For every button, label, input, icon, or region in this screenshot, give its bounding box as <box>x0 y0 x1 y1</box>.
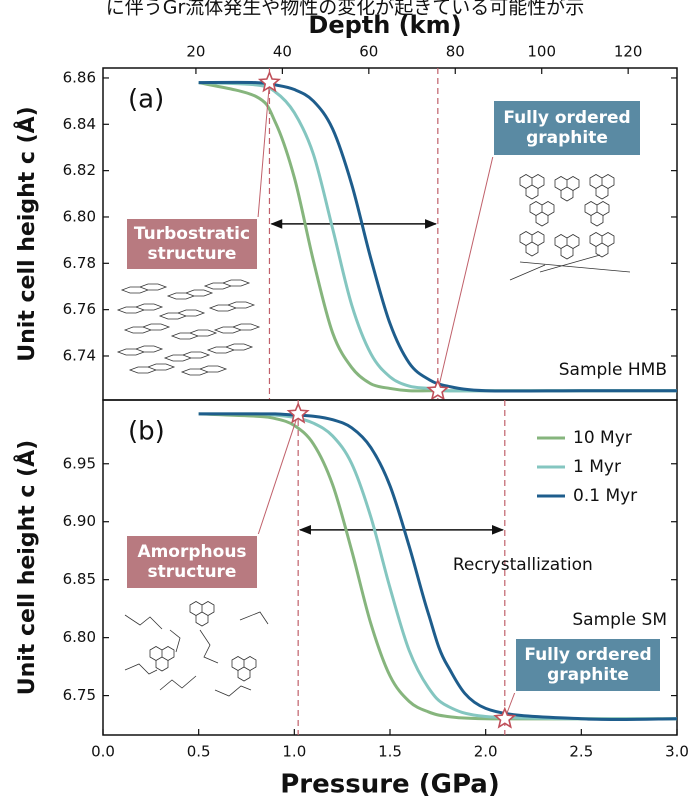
x2-tick-label: 40 <box>273 43 292 61</box>
x-tick-label: 2.0 <box>474 743 498 761</box>
legend-label: 10 Myr <box>573 428 632 448</box>
y-axis-label: Unit cell height c (Å) <box>14 106 40 362</box>
panel-label: (a) <box>128 85 164 115</box>
x-tick-label: 2.5 <box>569 743 593 761</box>
graphite-sketch-a <box>510 175 630 281</box>
x2-axis-label: Depth (km) <box>308 11 461 39</box>
structure-label: Turbostratic <box>134 224 250 244</box>
legend-label: 1 Myr <box>573 457 621 477</box>
y-tick-label: 6.76 <box>63 300 96 318</box>
x-tick-label: 3.0 <box>665 743 689 761</box>
structure-label: Amorphous <box>137 542 246 562</box>
connector <box>258 414 298 535</box>
figure: に伴うGr流体発生や物性の変化が起きている可能性が示 6.746.766.786… <box>0 0 691 800</box>
panel-label: (b) <box>128 417 165 447</box>
x2-tick-label: 60 <box>359 43 378 61</box>
structure-label: structure <box>148 244 237 264</box>
x-tick-label: 1.0 <box>282 743 306 761</box>
structure-label: Fully ordered <box>524 645 651 665</box>
x2-tick-label: 100 <box>527 43 556 61</box>
x2-tick-label: 80 <box>446 43 465 61</box>
y-tick-label: 6.85 <box>63 570 96 588</box>
y-tick-label: 6.82 <box>63 161 96 179</box>
sample-label: Sample HMB <box>559 360 667 380</box>
y-tick-label: 6.84 <box>63 115 96 133</box>
x-tick-label: 1.5 <box>378 743 402 761</box>
connector <box>438 156 493 391</box>
star-marker <box>260 73 279 91</box>
y-tick-label: 6.78 <box>63 254 96 272</box>
sample-label: Sample SM <box>572 610 667 630</box>
y-tick-label: 6.95 <box>63 454 96 472</box>
star-marker <box>428 381 447 399</box>
span-text: Recrystallization <box>453 555 593 575</box>
y-tick-label: 6.90 <box>63 512 96 530</box>
structure-label: Fully ordered <box>503 108 630 128</box>
y-tick-label: 6.74 <box>63 346 96 364</box>
structure-label: graphite <box>526 128 608 148</box>
amorphous-sketch <box>125 602 268 697</box>
y-tick-label: 6.80 <box>63 628 96 646</box>
x-tick-label: 0.5 <box>187 743 211 761</box>
x2-tick-label: 120 <box>614 43 643 61</box>
x-axis-label: Pressure (GPa) <box>280 770 500 800</box>
y-tick-label: 6.80 <box>63 207 96 225</box>
y-axis-label: Unit cell height c (Å) <box>14 440 40 696</box>
turbostratic-sketch <box>118 280 259 375</box>
x-tick-label: 0.0 <box>91 743 115 761</box>
structure-label: graphite <box>547 665 629 685</box>
x2-tick-label: 20 <box>186 43 205 61</box>
structure-label: structure <box>148 562 237 582</box>
legend-label: 0.1 Myr <box>573 486 637 506</box>
y-tick-label: 6.75 <box>63 686 96 704</box>
y-tick-label: 6.86 <box>63 68 96 86</box>
